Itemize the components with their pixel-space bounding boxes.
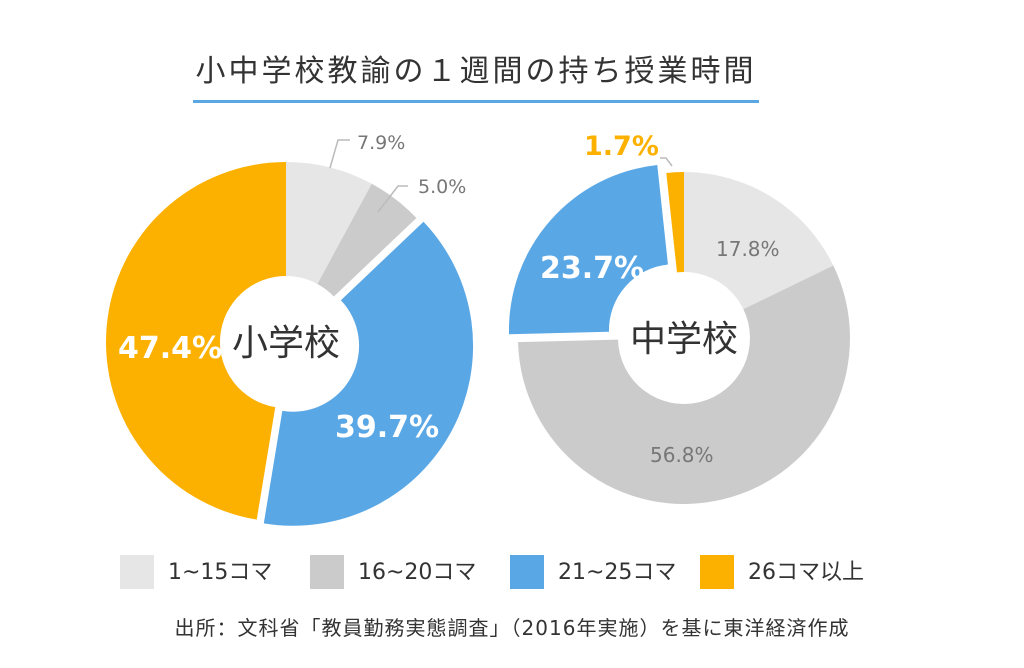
donut-center-label: 中学校 xyxy=(630,319,738,360)
data-label: 17.8% xyxy=(716,237,780,261)
source-note: 出所：文科省「教員勤務実態調査」（2016年実施）を基に東洋経済作成 xyxy=(174,616,850,640)
data-label: 56.8% xyxy=(650,443,714,467)
legend-swatch xyxy=(310,555,344,589)
legend-label: 21~25コマ xyxy=(558,560,677,585)
data-label: 47.4% xyxy=(118,331,222,366)
donut-segment xyxy=(666,172,684,273)
leader-line xyxy=(660,157,673,167)
donut-segment xyxy=(684,172,834,310)
legend-swatch xyxy=(700,555,734,589)
donut-segment xyxy=(317,183,417,297)
donut-segment xyxy=(106,162,286,520)
donut-segment xyxy=(286,162,372,284)
donut-center-label: 小学校 xyxy=(232,323,340,364)
data-label: 5.0% xyxy=(418,176,466,198)
data-label: 23.7% xyxy=(540,251,644,286)
legend: 1~15コマ 16~20コマ 21~25コマ 26コマ以上 xyxy=(0,555,1024,595)
data-label: 7.9% xyxy=(357,132,405,154)
donut-segment xyxy=(263,221,474,526)
legend-label: 16~20コマ xyxy=(358,560,477,585)
title-underline xyxy=(193,100,759,103)
legend-swatch xyxy=(120,555,154,589)
donut-segment xyxy=(508,165,668,335)
leader-line xyxy=(377,185,408,213)
data-label: 39.7% xyxy=(335,410,439,445)
chart-title: 小中学校教諭の１週間の持ち授業時間 xyxy=(195,54,757,89)
leader-line xyxy=(329,139,350,169)
donut-segment xyxy=(518,265,850,505)
legend-label: 1~15コマ xyxy=(168,560,273,585)
legend-swatch xyxy=(510,555,544,589)
data-label: 1.7% xyxy=(584,131,659,162)
legend-label: 26コマ以上 xyxy=(748,560,864,585)
